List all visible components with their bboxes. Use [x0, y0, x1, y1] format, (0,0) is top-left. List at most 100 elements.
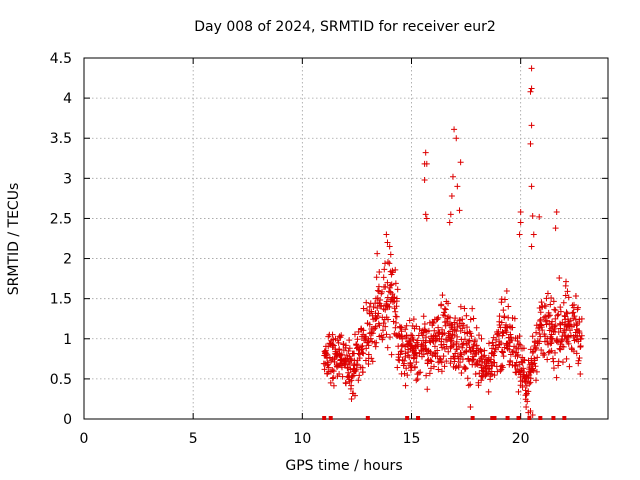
data-point [550, 298, 557, 305]
data-point [401, 360, 408, 367]
data-point [375, 310, 382, 317]
gap-marker [551, 416, 556, 420]
data-point [516, 361, 523, 368]
data-point [443, 358, 450, 365]
data-point [562, 292, 569, 299]
data-point [415, 369, 422, 376]
gap-marker [405, 416, 410, 420]
data-point [413, 359, 420, 366]
data-point [565, 294, 572, 301]
data-point [472, 371, 479, 378]
data-point [499, 349, 506, 356]
data-point [382, 323, 389, 330]
data-point [488, 371, 495, 378]
data-point [373, 339, 380, 346]
data-point [500, 353, 507, 360]
gap-marker [527, 416, 532, 420]
data-point [330, 382, 337, 389]
data-point [363, 333, 370, 340]
data-point [427, 357, 434, 364]
data-point [403, 332, 410, 339]
data-point [485, 388, 492, 395]
data-point [449, 173, 456, 180]
data-point [383, 231, 390, 238]
data-point [435, 366, 442, 373]
data-point [523, 403, 530, 410]
data-point [421, 176, 428, 183]
data-point [389, 291, 396, 298]
data-point [329, 331, 336, 338]
data-point [499, 364, 506, 371]
data-point [463, 348, 470, 355]
data-point [421, 342, 428, 349]
data-point [553, 374, 560, 381]
data-point [525, 388, 532, 395]
data-point [470, 356, 477, 363]
data-point [392, 319, 399, 326]
data-point [506, 346, 513, 353]
x-axis-label: GPS time / hours [285, 458, 402, 474]
data-point [448, 192, 455, 199]
data-point [364, 339, 371, 346]
data-point [485, 340, 492, 347]
data-point [489, 339, 496, 346]
data-point [441, 312, 448, 319]
data-point [342, 380, 349, 387]
data-point [347, 355, 354, 362]
data-point [544, 317, 551, 324]
data-point [401, 370, 408, 377]
data-point [545, 341, 552, 348]
data-point [554, 312, 561, 319]
data-point [552, 307, 559, 314]
data-point [512, 363, 519, 370]
data-point [435, 314, 442, 321]
data-point [384, 239, 391, 246]
data-point [578, 315, 585, 322]
data-point [438, 301, 445, 308]
data-point [398, 332, 405, 339]
data-point [478, 335, 485, 342]
axis-ticks: 0 5 10 15 20 0 0.5 1 1.5 2 2.5 3 3.5 4 4.5 [50, 51, 608, 447]
data-point [501, 296, 508, 303]
data-point [564, 288, 571, 295]
data-point [467, 316, 474, 323]
data-point [381, 266, 388, 273]
data-point [529, 333, 536, 340]
data-point [466, 337, 473, 344]
gap-marker [416, 416, 421, 420]
data-point [393, 303, 400, 310]
data-point [528, 360, 535, 367]
gap-marker [322, 416, 327, 420]
data-point [325, 364, 332, 371]
data-point [445, 348, 452, 355]
data-point [515, 341, 522, 348]
data-point [330, 368, 337, 375]
data-point [431, 327, 438, 334]
data-point [498, 340, 505, 347]
data-point [343, 352, 350, 359]
data-point [528, 122, 535, 129]
data-point [552, 349, 559, 356]
data-point [508, 336, 515, 343]
data-point [506, 361, 513, 368]
data-point [540, 350, 547, 357]
data-point [459, 344, 466, 351]
data-point [530, 367, 537, 374]
data-point [413, 349, 420, 356]
data-point [478, 348, 485, 355]
gap-marker [490, 416, 495, 420]
data-point [423, 160, 430, 167]
data-point [402, 326, 409, 333]
data-point [393, 313, 400, 320]
data-point [356, 372, 363, 379]
data-point [404, 372, 411, 379]
data-point [417, 369, 424, 376]
data-point [466, 344, 473, 351]
y-tick-label: 3.5 [50, 131, 72, 147]
y-tick-label: 1.5 [50, 292, 72, 308]
data-point [369, 312, 376, 319]
data-point [375, 320, 382, 327]
data-point [379, 288, 386, 295]
data-point [517, 219, 524, 226]
data-point [548, 331, 555, 338]
